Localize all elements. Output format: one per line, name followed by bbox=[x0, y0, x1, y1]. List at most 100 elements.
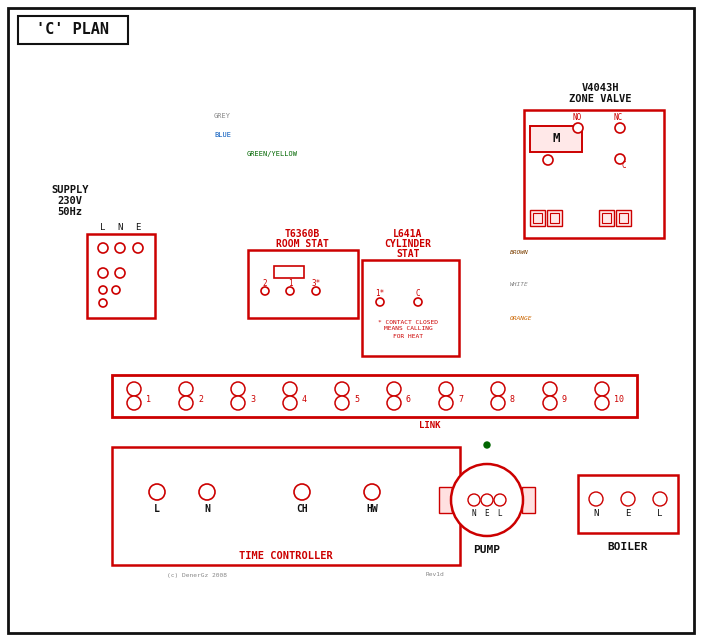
Bar bbox=[522, 487, 535, 513]
Text: E: E bbox=[484, 510, 489, 519]
Circle shape bbox=[376, 298, 384, 306]
Circle shape bbox=[484, 442, 490, 448]
Circle shape bbox=[231, 382, 245, 396]
Circle shape bbox=[335, 382, 349, 396]
Text: (c) DenerGz 2008: (c) DenerGz 2008 bbox=[167, 572, 227, 578]
Text: L: L bbox=[154, 504, 160, 514]
Bar bbox=[524, 110, 664, 238]
Circle shape bbox=[261, 287, 269, 295]
Circle shape bbox=[653, 492, 667, 506]
Circle shape bbox=[387, 382, 401, 396]
Circle shape bbox=[99, 299, 107, 307]
Bar bbox=[616, 210, 631, 226]
Circle shape bbox=[615, 154, 625, 164]
Text: BLUE: BLUE bbox=[214, 132, 231, 138]
Circle shape bbox=[573, 123, 583, 133]
Text: T6360B: T6360B bbox=[284, 229, 319, 239]
Bar bbox=[248, 250, 358, 318]
Bar bbox=[87, 234, 155, 318]
Circle shape bbox=[199, 484, 215, 500]
Text: 10: 10 bbox=[614, 395, 624, 404]
Circle shape bbox=[127, 396, 141, 410]
Text: Rev1d: Rev1d bbox=[425, 572, 444, 578]
Text: SUPPLY: SUPPLY bbox=[51, 185, 88, 195]
Text: WHITE: WHITE bbox=[510, 283, 529, 288]
Text: HW: HW bbox=[366, 504, 378, 514]
Circle shape bbox=[283, 382, 297, 396]
Text: CH: CH bbox=[296, 504, 308, 514]
Circle shape bbox=[439, 382, 453, 396]
Text: LINK: LINK bbox=[419, 420, 441, 429]
Circle shape bbox=[414, 298, 422, 306]
Text: PUMP: PUMP bbox=[474, 545, 501, 555]
Text: V4043H: V4043H bbox=[581, 83, 618, 93]
Text: BROWN: BROWN bbox=[510, 251, 529, 256]
Circle shape bbox=[543, 382, 557, 396]
Bar bbox=[599, 210, 614, 226]
Text: 1: 1 bbox=[146, 395, 151, 404]
Circle shape bbox=[589, 492, 603, 506]
Text: M: M bbox=[552, 133, 559, 146]
Bar bbox=[550, 213, 559, 223]
Bar bbox=[439, 487, 452, 513]
Text: GREY: GREY bbox=[214, 113, 231, 119]
Circle shape bbox=[115, 268, 125, 278]
Text: 'C' PLAN: 'C' PLAN bbox=[37, 22, 110, 38]
Text: N: N bbox=[204, 504, 210, 514]
Text: 5: 5 bbox=[354, 395, 359, 404]
Circle shape bbox=[98, 243, 108, 253]
Circle shape bbox=[615, 123, 625, 133]
Text: 2: 2 bbox=[263, 278, 267, 288]
Text: 6: 6 bbox=[406, 395, 411, 404]
Circle shape bbox=[286, 287, 294, 295]
Text: ROOM STAT: ROOM STAT bbox=[276, 239, 329, 249]
Text: FOR HEAT: FOR HEAT bbox=[393, 333, 423, 338]
Text: NC: NC bbox=[614, 113, 623, 122]
Circle shape bbox=[451, 464, 523, 536]
Bar bbox=[547, 210, 562, 226]
Text: L: L bbox=[657, 508, 663, 517]
Circle shape bbox=[494, 494, 506, 506]
Text: MEANS CALLING: MEANS CALLING bbox=[383, 326, 432, 331]
Circle shape bbox=[112, 286, 120, 294]
Text: L: L bbox=[498, 510, 503, 519]
Text: STAT: STAT bbox=[396, 249, 420, 259]
Text: TIME CONTROLLER: TIME CONTROLLER bbox=[239, 551, 333, 561]
Circle shape bbox=[595, 396, 609, 410]
Bar bbox=[619, 213, 628, 223]
Circle shape bbox=[179, 382, 193, 396]
Text: 230V: 230V bbox=[58, 196, 83, 206]
Text: L: L bbox=[100, 224, 106, 233]
Text: CYLINDER: CYLINDER bbox=[385, 239, 432, 249]
Bar bbox=[362, 260, 459, 356]
Bar bbox=[578, 475, 678, 533]
Bar bbox=[112, 447, 460, 565]
Circle shape bbox=[231, 396, 245, 410]
Bar bbox=[533, 213, 542, 223]
Text: 4: 4 bbox=[302, 395, 307, 404]
Text: 9: 9 bbox=[562, 395, 567, 404]
Circle shape bbox=[491, 396, 505, 410]
Circle shape bbox=[621, 492, 635, 506]
Text: C: C bbox=[622, 162, 626, 171]
Text: 50Hz: 50Hz bbox=[58, 207, 83, 217]
Circle shape bbox=[283, 396, 297, 410]
Circle shape bbox=[364, 484, 380, 500]
Text: 3: 3 bbox=[250, 395, 255, 404]
Text: NO: NO bbox=[572, 113, 582, 122]
Circle shape bbox=[179, 396, 193, 410]
Text: ZONE VALVE: ZONE VALVE bbox=[569, 94, 631, 104]
Circle shape bbox=[149, 484, 165, 500]
Circle shape bbox=[439, 396, 453, 410]
Text: GREEN/YELLOW: GREEN/YELLOW bbox=[247, 151, 298, 157]
Circle shape bbox=[491, 382, 505, 396]
Text: 8: 8 bbox=[510, 395, 515, 404]
Text: N: N bbox=[472, 510, 477, 519]
Text: 1: 1 bbox=[288, 278, 292, 288]
Text: N: N bbox=[117, 224, 123, 233]
Bar bbox=[112, 375, 637, 417]
Text: * CONTACT CLOSED: * CONTACT CLOSED bbox=[378, 319, 438, 324]
Text: E: E bbox=[135, 224, 140, 233]
Circle shape bbox=[387, 396, 401, 410]
Text: 1*: 1* bbox=[376, 288, 385, 297]
